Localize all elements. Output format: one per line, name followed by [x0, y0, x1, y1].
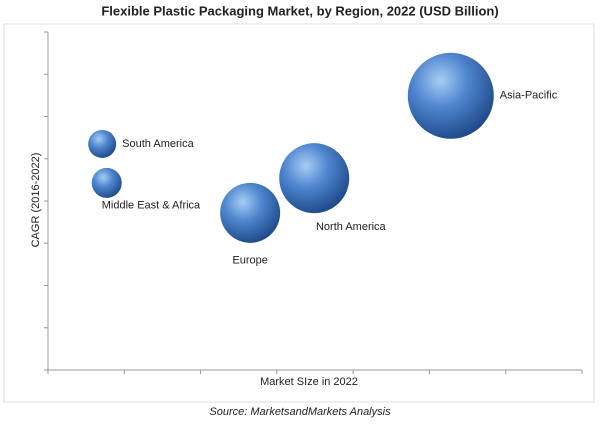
x-axis-label: Market SIze in 2022 — [260, 376, 358, 388]
bubble — [91, 167, 122, 198]
bubble-label: Asia-Pacific — [500, 90, 558, 102]
bubble — [407, 52, 494, 139]
bubble-label: Middle East & Africa — [102, 200, 201, 212]
bubble-label: South America — [122, 138, 194, 150]
bubble — [220, 182, 281, 243]
source-note: Source: MarketsandMarkets Analysis — [209, 406, 391, 418]
bubble — [279, 143, 350, 214]
frame — [3, 23, 595, 403]
bubble-label: Europe — [232, 255, 267, 267]
bubble — [88, 129, 117, 158]
bubble-label: North America — [316, 221, 387, 233]
chart-title: Flexible Plastic Packaging Market, by Re… — [101, 3, 498, 18]
y-axis-label: CAGR (2016-2022) — [30, 153, 42, 248]
